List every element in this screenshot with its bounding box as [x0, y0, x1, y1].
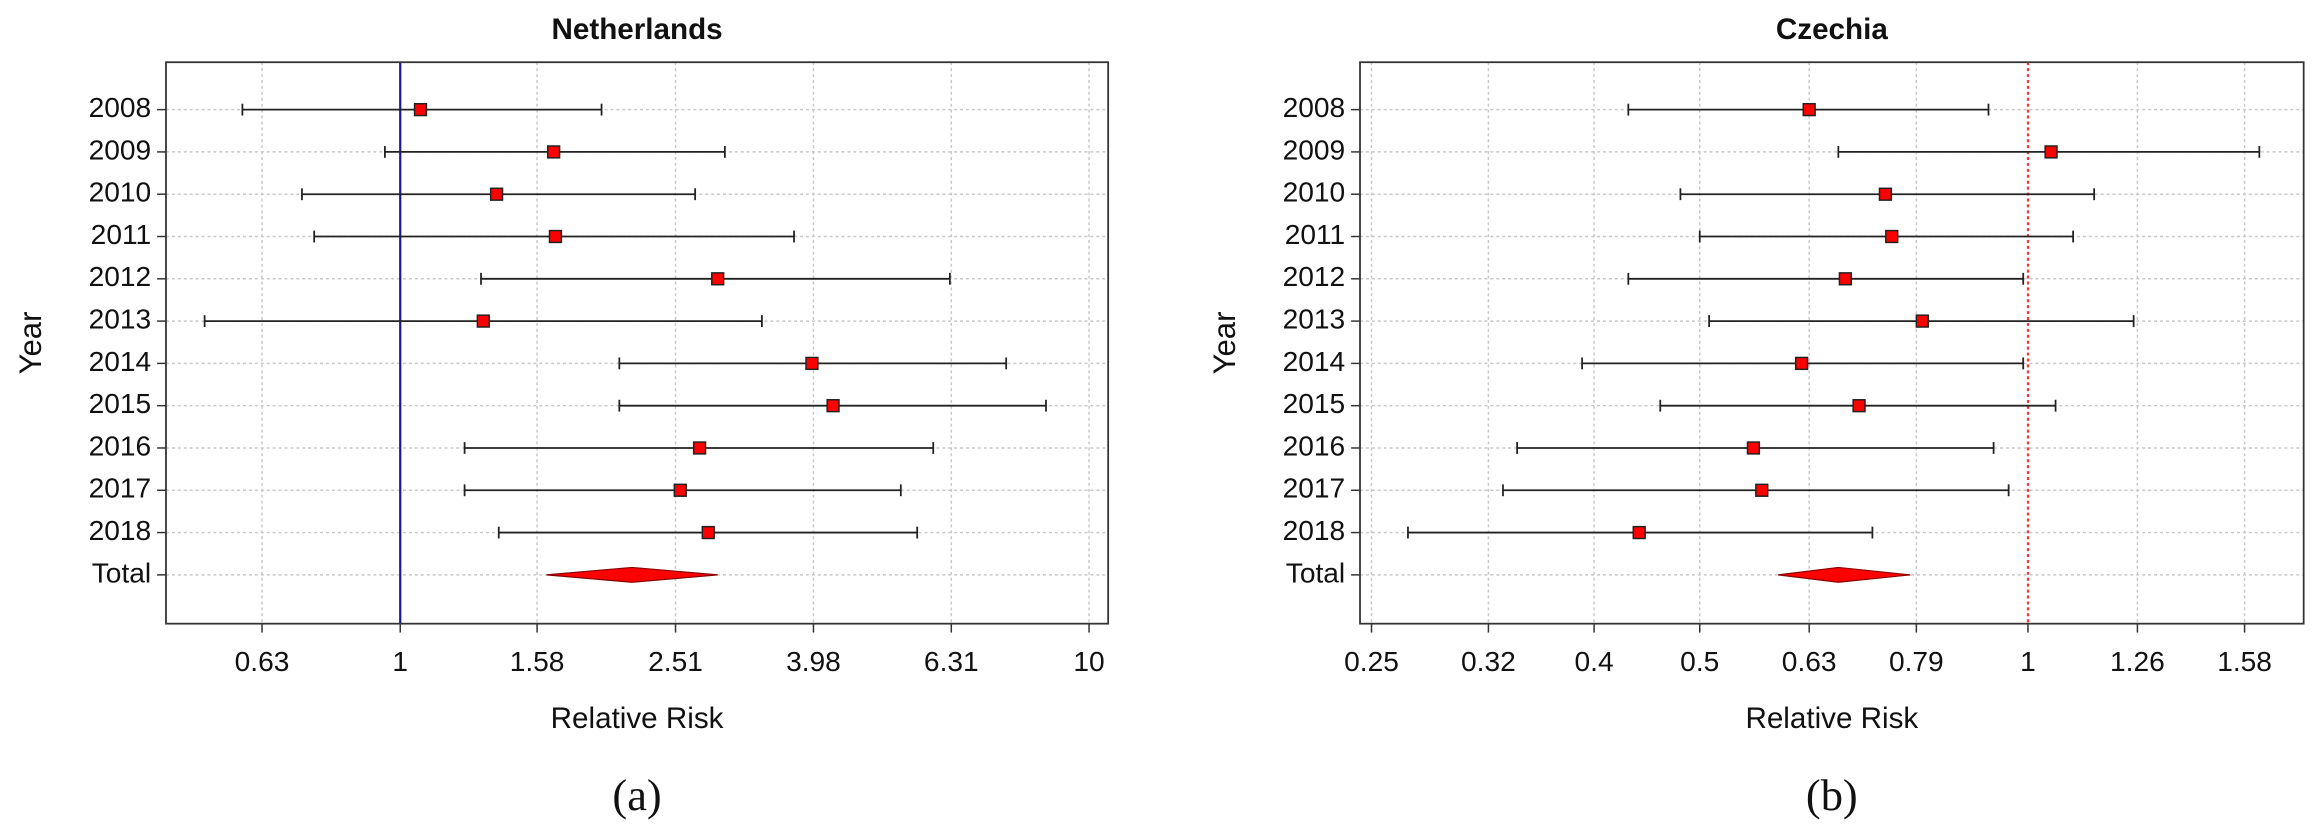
point-estimate: [476, 314, 490, 328]
y-tick-label: 2012: [1283, 261, 1346, 292]
point-estimate: [692, 441, 707, 455]
x-tick-label: 0.4: [1575, 646, 1614, 677]
point-estimate: [701, 525, 715, 540]
x-tick-label: 2.51: [648, 646, 703, 677]
y-tick-label: Total: [92, 557, 151, 588]
plot-frame: [1359, 61, 2305, 625]
y-tick-label: 2008: [89, 92, 152, 123]
pooled-diamond: [1778, 566, 1911, 583]
point-estimate: [1755, 483, 1769, 497]
point-estimate: [1746, 441, 1761, 455]
x-tick-label: 0.5: [1680, 646, 1719, 677]
y-tick-label: 2011: [91, 219, 151, 250]
x-tick-label: 0.63: [1782, 646, 1837, 677]
y-axis-label: Year: [13, 312, 48, 375]
y-tick-label: 2014: [89, 346, 152, 377]
point-estimate: [1802, 102, 1816, 117]
point-estimate: [1852, 399, 1866, 413]
y-tick-label: Total: [1286, 557, 1345, 588]
point-estimate: [546, 145, 561, 159]
chart-title: Netherlands: [552, 13, 723, 46]
point-estimate: [1794, 356, 1809, 371]
y-tick-label: 2017: [1283, 473, 1346, 504]
y-tick-label: 2011: [1285, 219, 1345, 250]
point-estimate: [1632, 525, 1646, 540]
x-tick-label: 1: [2020, 646, 2036, 677]
plot-background: [165, 62, 1109, 624]
y-tick-label: 2008: [1283, 92, 1346, 123]
y-tick-label: 2013: [1283, 304, 1346, 335]
y-tick-label: 2014: [1283, 346, 1346, 377]
y-tick-label: 2010: [89, 177, 152, 208]
x-tick-label: 1: [392, 646, 408, 677]
point-estimate: [826, 399, 840, 413]
point-estimate: [548, 229, 563, 244]
y-tick-label: 2015: [1283, 388, 1346, 419]
x-tick-label: 1.26: [2110, 646, 2165, 677]
point-estimate: [711, 272, 725, 286]
point-estimate: [1915, 314, 1929, 328]
y-tick-label: 2010: [1283, 177, 1346, 208]
point-estimate: [805, 356, 819, 371]
y-tick-label: 2009: [89, 134, 152, 165]
x-tick-label: 0.79: [1889, 646, 1944, 677]
point-estimate: [2044, 145, 2058, 159]
y-tick-label: 2018: [1283, 515, 1346, 546]
y-tick-label: 2009: [1283, 134, 1346, 165]
plot-background: [1360, 62, 2304, 624]
y-tick-label: 2012: [89, 261, 152, 292]
y-axis-label: Year: [1207, 312, 1242, 375]
y-tick-label: 2013: [89, 304, 152, 335]
pooled-diamond: [546, 566, 718, 583]
x-axis-label: Relative Risk: [1745, 702, 1918, 735]
y-tick-label: 2015: [89, 388, 152, 419]
x-tick-label: 0.25: [1344, 646, 1399, 677]
x-axis-label: Relative Risk: [551, 702, 724, 735]
point-estimate: [413, 102, 428, 117]
y-tick-label: 2018: [89, 515, 152, 546]
panel-label: (a): [612, 770, 661, 820]
point-estimate: [673, 483, 687, 497]
y-tick-label: 2016: [1283, 430, 1346, 461]
y-tick-label: 2016: [89, 430, 152, 461]
x-tick-label: 10: [1073, 646, 1104, 677]
x-tick-label: 1.58: [2217, 646, 2272, 677]
chart-title: Czechia: [1776, 13, 1888, 46]
x-tick-label: 0.32: [1461, 646, 1516, 677]
point-estimate: [1838, 272, 1853, 286]
x-tick-label: 3.98: [786, 646, 841, 677]
point-estimate: [1878, 187, 1893, 201]
x-tick-label: 6.31: [924, 646, 979, 677]
x-tick-label: 0.63: [235, 646, 290, 677]
panel-label: (b): [1806, 770, 1858, 820]
point-estimate: [489, 187, 504, 201]
y-tick-label: 2017: [89, 473, 152, 504]
point-estimate: [1885, 229, 1899, 244]
x-tick-label: 1.58: [510, 646, 565, 677]
plot-frame: [165, 61, 1110, 625]
